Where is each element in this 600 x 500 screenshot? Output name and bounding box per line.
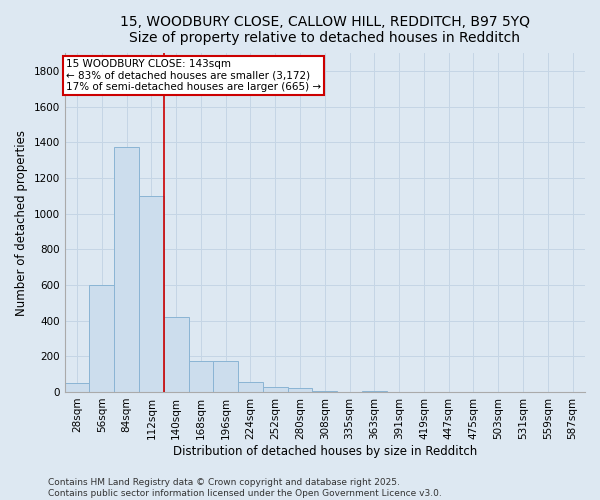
Bar <box>313 390 337 392</box>
Bar <box>188 361 214 392</box>
Text: Contains HM Land Registry data © Crown copyright and database right 2025.
Contai: Contains HM Land Registry data © Crown c… <box>48 478 442 498</box>
Text: 15 WOODBURY CLOSE: 143sqm
← 83% of detached houses are smaller (3,172)
17% of se: 15 WOODBURY CLOSE: 143sqm ← 83% of detac… <box>66 58 321 92</box>
Title: 15, WOODBURY CLOSE, CALLOW HILL, REDDITCH, B97 5YQ
Size of property relative to : 15, WOODBURY CLOSE, CALLOW HILL, REDDITC… <box>120 15 530 45</box>
Bar <box>139 196 164 392</box>
Bar <box>287 388 313 392</box>
X-axis label: Distribution of detached houses by size in Redditch: Distribution of detached houses by size … <box>173 444 477 458</box>
Bar <box>362 391 387 392</box>
Bar <box>263 386 287 392</box>
Bar <box>114 147 139 392</box>
Bar <box>89 285 114 392</box>
Y-axis label: Number of detached properties: Number of detached properties <box>15 130 28 316</box>
Bar <box>164 317 188 392</box>
Bar <box>238 382 263 392</box>
Bar <box>65 383 89 392</box>
Bar <box>214 361 238 392</box>
